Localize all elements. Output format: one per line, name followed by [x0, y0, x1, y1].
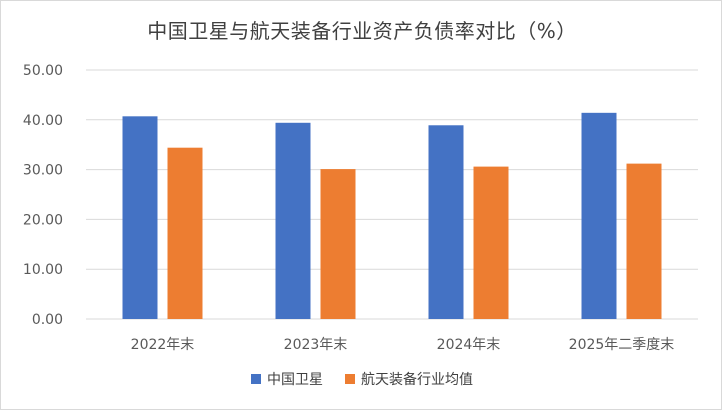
chart-title: 中国卫星与航天装备行业资产负债率对比（%） — [147, 19, 577, 43]
bars — [122, 112, 662, 320]
legend-label-industry-average: 航天装备行业均值 — [361, 372, 473, 388]
legend-label-china-satellite: 中国卫星 — [267, 372, 323, 388]
legend: 中国卫星 航天装备行业均值 — [1, 369, 722, 389]
y-tick-label: 30.00 — [23, 163, 63, 179]
y-tick-label: 20.00 — [23, 212, 63, 228]
x-tick-label: 2025年二季度末 — [569, 337, 675, 353]
x-tick-label: 2022年末 — [131, 337, 195, 353]
y-tick-label: 40.00 — [23, 113, 63, 129]
legend-item-china-satellite: 中国卫星 — [251, 369, 323, 389]
y-tick-label: 0.00 — [32, 312, 63, 328]
y-axis-ticks: 0.00 10.00 20.00 30.00 40.00 50.00 — [23, 63, 63, 328]
legend-swatch-industry-average — [345, 374, 355, 384]
y-tick-label: 10.00 — [23, 262, 63, 278]
x-tick-label: 2024年末 — [437, 337, 501, 353]
bar-industry-average — [626, 163, 662, 319]
bar-china-satellite — [122, 116, 158, 320]
legend-swatch-china-satellite — [251, 374, 261, 384]
bar-industry-average — [473, 166, 509, 319]
bar-china-satellite — [581, 112, 617, 319]
x-axis-ticks: 2022年末 2023年末 2024年末 2025年二季度末 — [131, 337, 675, 353]
y-tick-label: 50.00 — [23, 63, 63, 79]
x-tick-label: 2023年末 — [284, 337, 348, 353]
legend-item-industry-average: 航天装备行业均值 — [345, 369, 473, 389]
bar-china-satellite — [428, 125, 464, 319]
bar-industry-average — [167, 147, 203, 319]
bar-industry-average — [320, 169, 356, 319]
bar-china-satellite — [275, 122, 311, 320]
